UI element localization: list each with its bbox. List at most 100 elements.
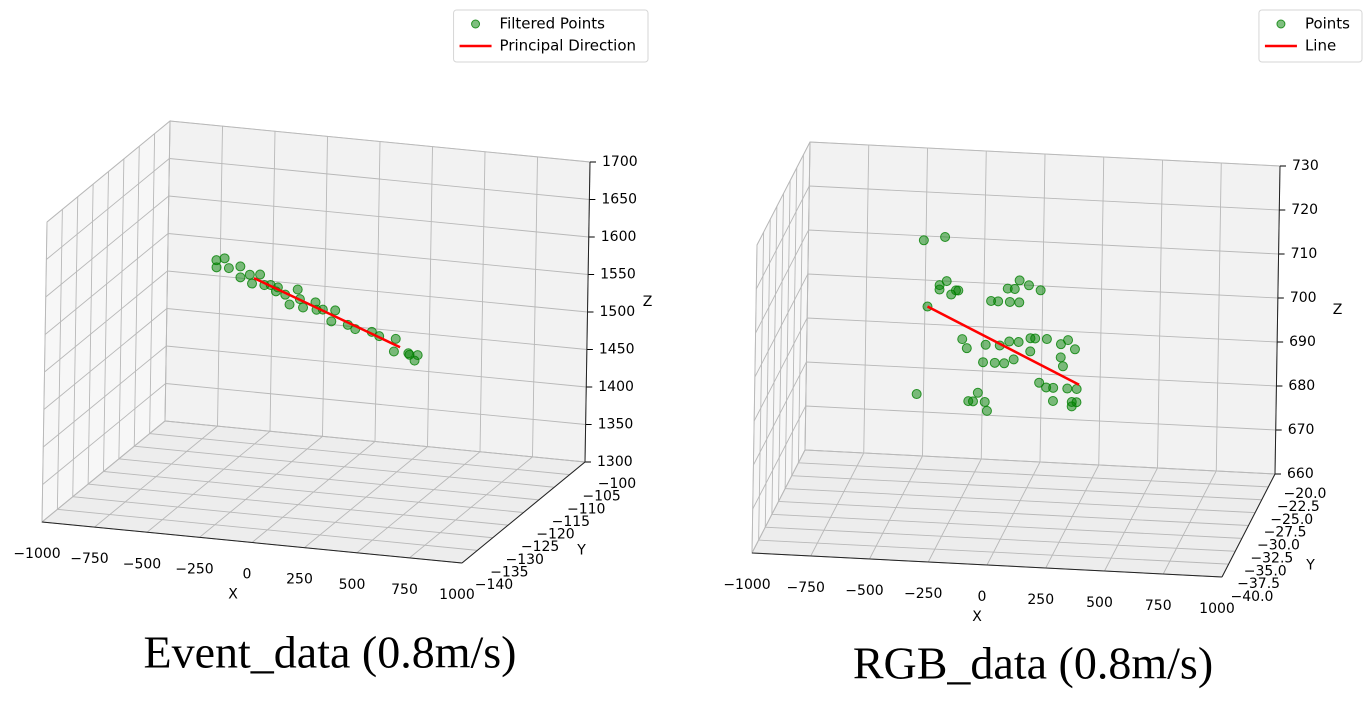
point — [1035, 285, 1046, 296]
grid-line — [42, 383, 586, 485]
point — [978, 357, 989, 368]
x-axis — [751, 552, 1223, 578]
point — [999, 358, 1010, 369]
x-tick-label: −1000 — [723, 577, 770, 593]
z-tick-label: 710 — [1291, 246, 1318, 262]
point — [235, 272, 246, 283]
legend-label: Principal Direction — [500, 37, 636, 55]
point — [223, 263, 234, 274]
x-tick-label: 250 — [1027, 592, 1054, 608]
point — [972, 387, 983, 398]
z-axis-label: Z — [1333, 302, 1343, 318]
z-tick-label: 1300 — [597, 454, 633, 470]
grid-line — [754, 273, 1278, 378]
point — [953, 285, 964, 296]
grid-line — [753, 317, 1278, 422]
x-tick-label: −1000 — [13, 546, 60, 562]
point — [1008, 354, 1019, 365]
grid-line — [42, 345, 587, 448]
point — [1014, 275, 1025, 286]
y-axis — [461, 461, 586, 564]
z-tick-label: 680 — [1288, 378, 1315, 394]
y-tick-label: −125 — [521, 539, 559, 555]
y-tick-label: −22.5 — [1277, 499, 1320, 515]
z-tick-label: 660 — [1287, 466, 1314, 482]
x-axis-label: X — [228, 587, 238, 603]
point — [1066, 401, 1077, 412]
legend-label: Filtered Points — [500, 15, 606, 33]
point — [211, 262, 222, 273]
legend-marker — [1276, 19, 1286, 29]
x-tick-label: −250 — [175, 561, 213, 577]
point — [326, 316, 337, 327]
x-tick-label: 500 — [1086, 595, 1113, 611]
point — [981, 405, 992, 416]
point — [980, 339, 991, 350]
point — [1025, 346, 1036, 357]
point — [963, 396, 974, 407]
y-tick-label: −130 — [506, 552, 544, 568]
point — [1014, 297, 1025, 308]
point — [235, 261, 246, 272]
point — [979, 396, 990, 407]
line — [926, 305, 1080, 386]
z-tick-label: 1700 — [602, 154, 638, 170]
x-axis — [41, 521, 463, 564]
point — [1055, 352, 1066, 363]
grid-line — [752, 405, 1276, 510]
x-tick-label: 0 — [978, 589, 987, 605]
grid-line — [755, 229, 1279, 334]
y-tick-label: −120 — [536, 527, 574, 543]
z-tick-label: 670 — [1288, 422, 1315, 438]
z-tick-label: 690 — [1289, 334, 1316, 350]
y-tick-label: −30.0 — [1257, 538, 1300, 554]
grid-line — [46, 158, 590, 260]
point — [961, 343, 972, 354]
z-tick-label: 1450 — [599, 342, 635, 358]
point — [244, 269, 255, 280]
z-axis-label: Z — [643, 294, 653, 310]
z-axis — [1274, 165, 1281, 475]
x-tick-label: 750 — [391, 582, 418, 598]
grid-line — [46, 120, 591, 223]
point — [1057, 361, 1068, 372]
x-axis-label: X — [972, 609, 982, 625]
x-tick-label: 1000 — [439, 587, 475, 603]
point — [934, 284, 945, 295]
point — [330, 305, 341, 316]
z-tick-label: 1650 — [601, 192, 637, 208]
legend-box — [453, 9, 649, 63]
point — [918, 235, 929, 246]
z-tick-label: 730 — [1292, 158, 1319, 174]
x-tick-label: 1000 — [1199, 601, 1235, 617]
point — [1034, 377, 1045, 388]
point — [941, 276, 952, 287]
y-tick-label: −20.0 — [1284, 486, 1327, 502]
caption: RGB_data (0.8m/s) — [853, 638, 1213, 689]
point — [940, 231, 951, 242]
y-axis-label: Y — [576, 543, 586, 559]
y-tick-label: −27.5 — [1264, 525, 1307, 541]
grid-line — [44, 270, 588, 373]
y-tick-label: −25.0 — [1270, 512, 1313, 528]
y-axis — [1221, 473, 1276, 578]
point — [1004, 336, 1015, 347]
point — [1048, 382, 1059, 393]
point — [1009, 283, 1020, 294]
y-tick-label: −40.0 — [1231, 589, 1274, 605]
grid-line — [43, 308, 587, 410]
caption: Event_data (0.8m/s) — [143, 627, 516, 678]
grid-line — [756, 141, 1281, 246]
point — [957, 334, 968, 345]
x-tick-label: −500 — [845, 583, 883, 599]
point — [993, 296, 1004, 307]
point — [219, 253, 230, 264]
grid-line — [753, 361, 1277, 466]
legend-label: Points — [1305, 15, 1350, 33]
x-tick-label: 0 — [243, 567, 252, 583]
z-tick-label: 1400 — [598, 379, 634, 395]
x-tick-label: −750 — [787, 580, 825, 596]
point — [989, 357, 1000, 368]
point — [1030, 333, 1041, 344]
